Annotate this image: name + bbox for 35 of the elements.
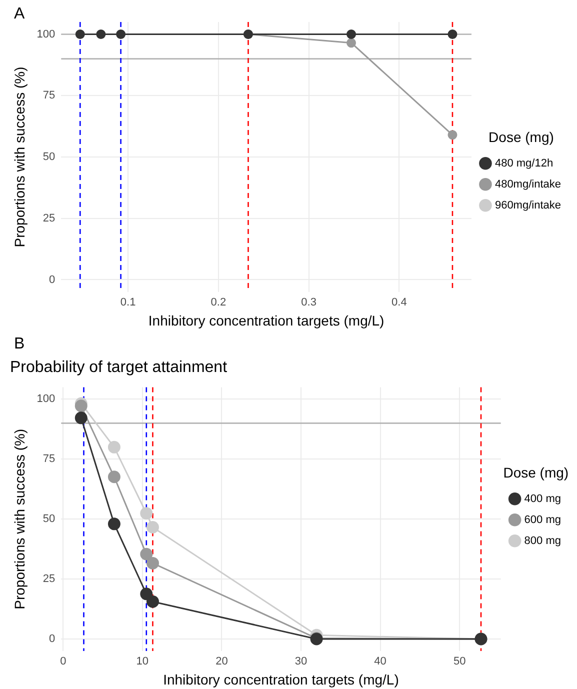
y-tick-label: 50 [42, 151, 56, 164]
y-axis-title: Proportions with success (%) [11, 428, 28, 610]
y-tick-label: 75 [42, 453, 56, 466]
legend-title: Dose (mg) [503, 464, 569, 480]
y-tick-label: 50 [42, 513, 56, 526]
legend-title: Dose (mg) [488, 128, 554, 145]
x-tick-label: 0.2 [210, 296, 226, 309]
legend-label: 960mg/intake [494, 199, 562, 212]
x-tick-label: 0.3 [301, 296, 316, 309]
y-tick-label: 100 [36, 28, 56, 40]
y-axis-title: Proportions with success (%) [11, 66, 28, 248]
legend-label: 400 mg [524, 492, 562, 505]
legend-label: 480 mg/12h [494, 157, 554, 170]
y-tick-label: 75 [42, 90, 56, 102]
x-tick-label: 0.1 [120, 296, 136, 309]
chart-title: Probability of target attainment [10, 359, 228, 376]
legend-label: 800 mg [524, 534, 562, 547]
x-axis-title: Inhibitory concentration targets (mg/L) [148, 312, 384, 328]
x-tick-label: 10 [136, 656, 149, 668]
y-tick-label: 0 [49, 633, 56, 646]
text: B [14, 335, 25, 352]
y-tick-label: 0 [49, 274, 56, 286]
x-tick-label: 50 [453, 656, 466, 668]
x-tick-label: 0.4 [392, 296, 407, 309]
x-tick-label: 30 [294, 656, 308, 668]
x-axis-title: Inhibitory concentration targets (mg/L) [163, 671, 399, 688]
x-tick-label: 40 [374, 656, 386, 668]
y-tick-label: 25 [42, 573, 56, 586]
x-tick-label: 0 [60, 656, 66, 668]
legend-label: 480mg/intake [494, 178, 562, 190]
y-tick-label: 100 [36, 393, 56, 406]
x-tick-label: 20 [216, 656, 228, 668]
y-tick-label: 25 [42, 212, 56, 224]
text: A [14, 5, 25, 22]
legend-label: 600 mg [524, 514, 562, 526]
